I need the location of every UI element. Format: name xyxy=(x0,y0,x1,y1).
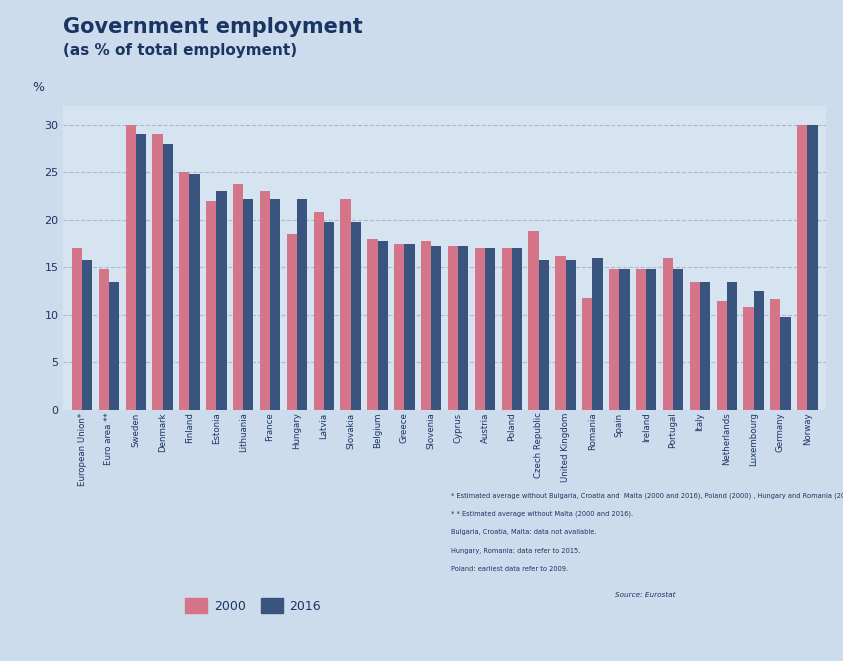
Bar xyxy=(771,299,781,410)
Bar xyxy=(808,125,818,410)
Text: * Estimated average without Bulgaria, Croatia and  Malta (2000 and 2016), Poland: * Estimated average without Bulgaria, Cr… xyxy=(451,492,843,499)
Bar xyxy=(351,221,361,410)
Bar xyxy=(153,134,163,410)
Bar xyxy=(458,247,469,410)
Bar xyxy=(217,191,227,410)
Bar xyxy=(529,231,539,410)
Bar xyxy=(539,260,549,410)
Bar xyxy=(99,269,109,410)
Bar xyxy=(781,317,791,410)
Text: %: % xyxy=(33,81,45,94)
Bar xyxy=(690,282,700,410)
Bar xyxy=(556,256,566,410)
Bar xyxy=(82,260,92,410)
Bar xyxy=(190,174,200,410)
Legend: 2000, 2016: 2000, 2016 xyxy=(180,593,326,619)
Bar xyxy=(395,243,405,410)
Bar xyxy=(700,282,710,410)
Bar xyxy=(244,199,254,410)
Text: * * Estimated average without Malta (2000 and 2016).: * * Estimated average without Malta (200… xyxy=(451,511,633,518)
Bar xyxy=(566,260,576,410)
Text: (as % of total employment): (as % of total employment) xyxy=(63,43,298,58)
Bar xyxy=(797,125,808,410)
Bar xyxy=(136,134,146,410)
Text: Hungary, Romania: data refer to 2015.: Hungary, Romania: data refer to 2015. xyxy=(451,548,580,554)
Bar xyxy=(636,269,646,410)
Bar xyxy=(421,241,432,410)
Text: Government employment: Government employment xyxy=(63,17,363,36)
Bar xyxy=(744,307,754,410)
Bar xyxy=(609,269,620,410)
Bar xyxy=(620,269,630,410)
Bar xyxy=(260,191,270,410)
Bar xyxy=(287,234,297,410)
Bar xyxy=(646,269,657,410)
Bar xyxy=(233,184,244,410)
Bar xyxy=(270,199,280,410)
Bar xyxy=(673,269,683,410)
Bar xyxy=(727,282,737,410)
Bar xyxy=(663,258,673,410)
Bar xyxy=(475,249,485,410)
Bar xyxy=(72,249,82,410)
Bar xyxy=(314,212,324,410)
Bar xyxy=(502,249,512,410)
Bar xyxy=(324,221,334,410)
Bar xyxy=(512,249,522,410)
Bar xyxy=(163,143,173,410)
Bar xyxy=(126,125,136,410)
Bar xyxy=(109,282,119,410)
Text: Poland: earliest data refer to 2009.: Poland: earliest data refer to 2009. xyxy=(451,566,568,572)
Bar xyxy=(180,173,190,410)
Bar xyxy=(593,258,603,410)
Bar xyxy=(341,199,351,410)
Bar xyxy=(432,247,442,410)
Bar xyxy=(368,239,378,410)
Bar xyxy=(485,249,495,410)
Text: Source: Eurostat: Source: Eurostat xyxy=(615,592,676,598)
Bar xyxy=(405,243,415,410)
Bar xyxy=(378,241,388,410)
Bar xyxy=(717,301,727,410)
Bar xyxy=(297,199,307,410)
Bar xyxy=(448,247,458,410)
Bar xyxy=(583,297,593,410)
Bar xyxy=(207,201,217,410)
Bar xyxy=(754,291,764,410)
Text: Bulgaria, Croatia, Malta: data not available.: Bulgaria, Croatia, Malta: data not avail… xyxy=(451,529,597,535)
